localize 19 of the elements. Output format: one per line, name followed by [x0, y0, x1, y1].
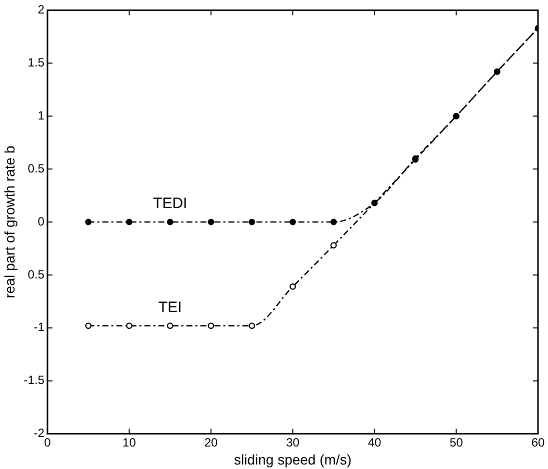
series-label: TEI: [158, 298, 182, 316]
x-tick-label: 20: [204, 435, 218, 450]
y-tick-label: 0: [38, 214, 45, 228]
y-tick-label: -2: [34, 426, 45, 440]
y-tick-label: 0.5: [28, 161, 45, 176]
x-tick-label: 10: [122, 435, 136, 450]
x-tick-label: 30: [286, 435, 300, 450]
series-label: TEDI: [153, 195, 188, 212]
y-tick-label: -1: [34, 320, 45, 334]
y-tick-label: 0.5: [28, 267, 45, 282]
y-axis-title: real part of growth rate b: [1, 146, 18, 298]
x-tick-label: 40: [368, 435, 382, 450]
y-tick-label: 1: [38, 108, 45, 122]
y-tick-label: 1.5: [28, 55, 45, 70]
y-tick-label: 2: [38, 2, 45, 17]
x-axis-title: sliding speed (m/s): [234, 451, 352, 468]
y-tick-label: -1.5: [24, 373, 45, 388]
x-tick-label: 50: [450, 435, 464, 450]
x-tick-label: 60: [531, 435, 545, 450]
